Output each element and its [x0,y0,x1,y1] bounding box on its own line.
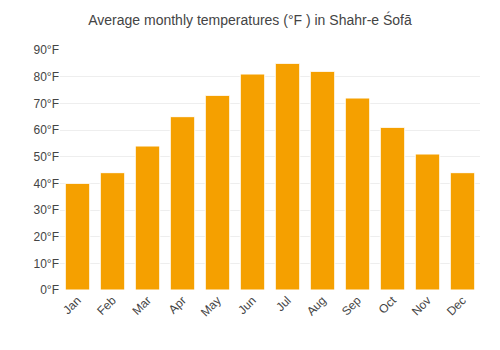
svg-text:20°F: 20°F [34,230,59,244]
svg-text:Jan: Jan [60,293,84,317]
svg-text:70°F: 70°F [34,97,59,111]
svg-text:Jul: Jul [273,293,294,314]
svg-text:60°F: 60°F [34,123,59,137]
svg-text:10°F: 10°F [34,257,59,271]
svg-text:90°F: 90°F [34,43,59,57]
svg-text:Sep: Sep [339,293,364,318]
svg-text:May: May [198,293,224,319]
svg-text:40°F: 40°F [34,177,59,191]
svg-text:Jun: Jun [235,293,259,317]
svg-text:80°F: 80°F [34,70,59,84]
svg-text:Feb: Feb [94,293,119,318]
svg-text:30°F: 30°F [34,203,59,217]
svg-text:Apr: Apr [166,293,189,316]
svg-text:Mar: Mar [129,293,154,318]
svg-text:Average monthly temperatures (: Average monthly temperatures (°F ) in Sh… [88,11,412,28]
svg-text:0°F: 0°F [40,283,59,297]
svg-text:Dec: Dec [444,293,469,318]
svg-text:50°F: 50°F [34,150,59,164]
svg-text:Aug: Aug [304,293,329,318]
svg-text:Nov: Nov [409,293,434,318]
svg-text:Oct: Oct [376,293,400,317]
